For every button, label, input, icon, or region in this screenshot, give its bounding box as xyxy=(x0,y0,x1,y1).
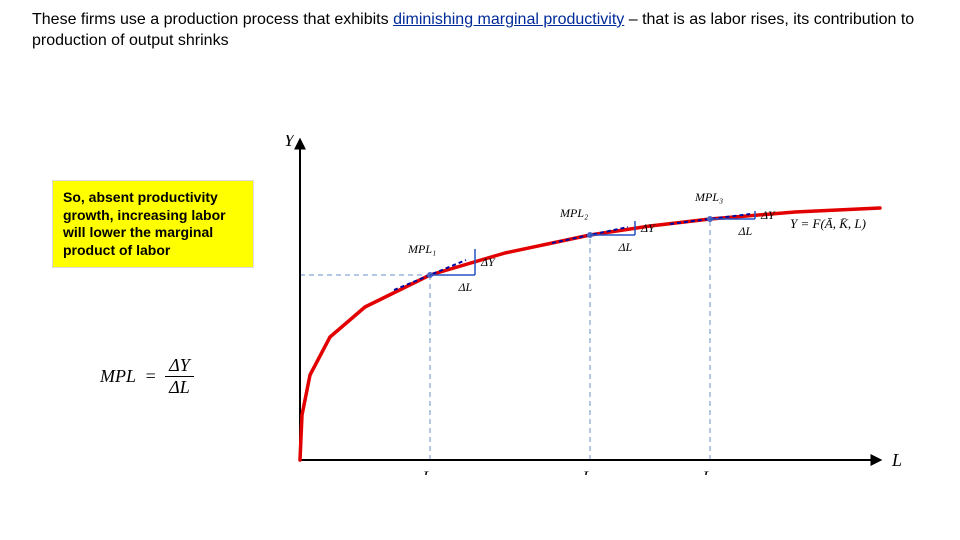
formula-den: ΔL xyxy=(165,377,194,398)
svg-text:Y = F(Ā, K̄, L): Y = F(Ā, K̄, L) xyxy=(790,216,866,231)
formula-lhs: MPL xyxy=(100,366,136,387)
header-key: diminishing marginal productivity xyxy=(393,11,624,28)
svg-text:Y: Y xyxy=(284,135,296,150)
svg-text:ΔY: ΔY xyxy=(760,208,776,222)
callout-text: So, absent productivity growth, increasi… xyxy=(63,189,226,258)
svg-text:MPL₁: MPL₁ xyxy=(407,242,436,256)
callout-box: So, absent productivity growth, increasi… xyxy=(52,180,254,268)
svg-text:L₁: L₁ xyxy=(422,469,437,475)
svg-text:L₂: L₂ xyxy=(582,469,598,475)
svg-text:ΔL: ΔL xyxy=(458,280,473,294)
svg-text:ΔL: ΔL xyxy=(618,240,633,254)
formula-num: ΔY xyxy=(165,355,194,377)
svg-text:L₃: L₃ xyxy=(702,469,717,475)
production-function-chart: Y L L₁ L₂ L₃ Y = F(Ā, K̄, L) MPL₁ MPL₂ MPL₃ ΔY ΔL Δ… xyxy=(275,135,915,475)
svg-text:MPL₃: MPL₃ xyxy=(694,190,723,204)
svg-text:ΔL: ΔL xyxy=(738,224,753,238)
svg-text:MPL₂: MPL₂ xyxy=(559,206,588,220)
mpl-formula: MPL = ΔY ΔL xyxy=(100,355,194,398)
svg-text:ΔY: ΔY xyxy=(640,221,656,235)
header-text: These firms use a production process tha… xyxy=(32,10,932,52)
svg-text:L: L xyxy=(891,450,902,470)
svg-text:ΔY: ΔY xyxy=(480,255,496,269)
header-pre: These firms use a production process tha… xyxy=(32,11,393,28)
